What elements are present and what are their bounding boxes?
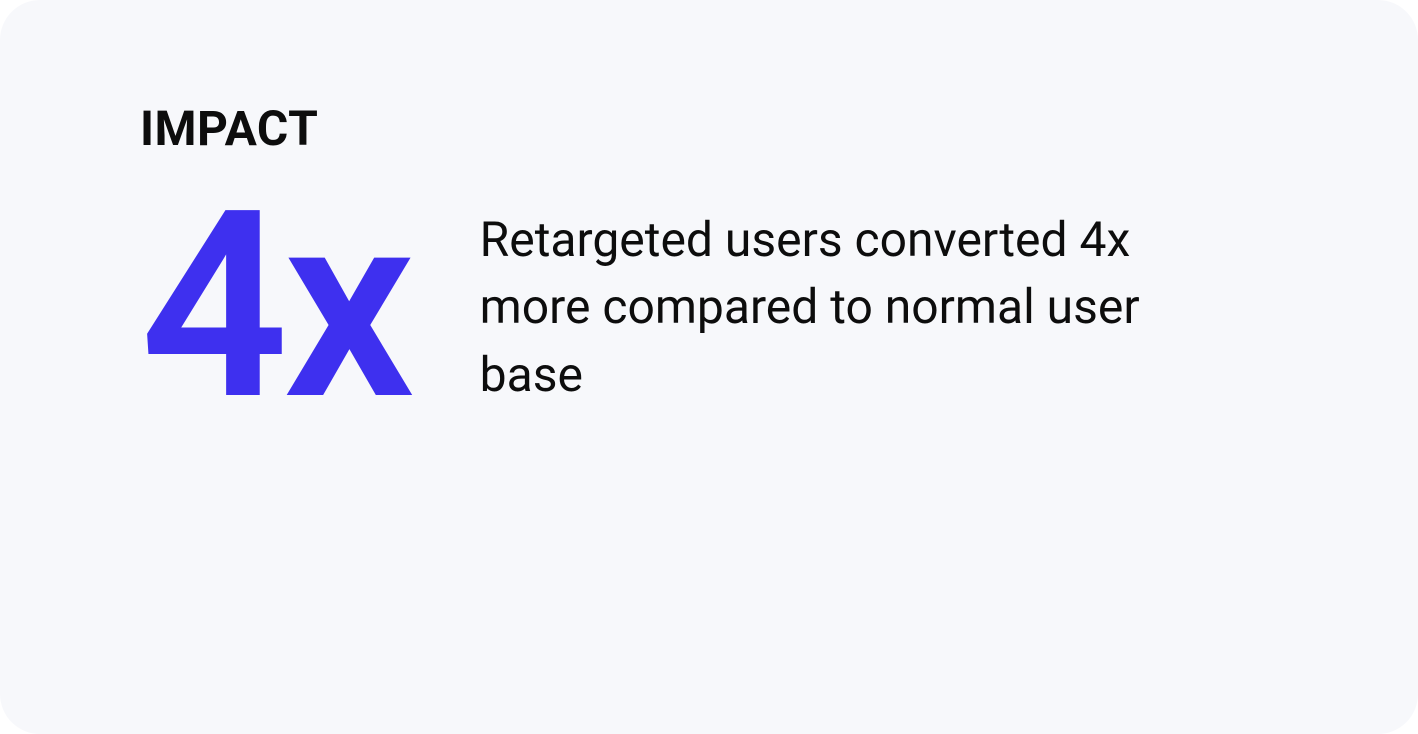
impact-stat-value: 4x	[140, 177, 410, 437]
impact-description: Retargeted users converted 4x more compa…	[480, 206, 1180, 408]
impact-heading: IMPACT	[140, 100, 1298, 157]
impact-card: IMPACT 4x Retargeted users converted 4x …	[0, 0, 1418, 734]
impact-content-row: 4x Retargeted users converted 4x more co…	[140, 177, 1298, 437]
